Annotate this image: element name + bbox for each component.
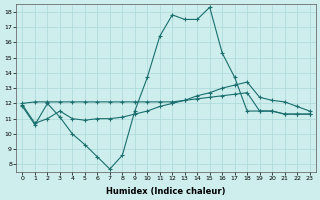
X-axis label: Humidex (Indice chaleur): Humidex (Indice chaleur)	[106, 187, 226, 196]
